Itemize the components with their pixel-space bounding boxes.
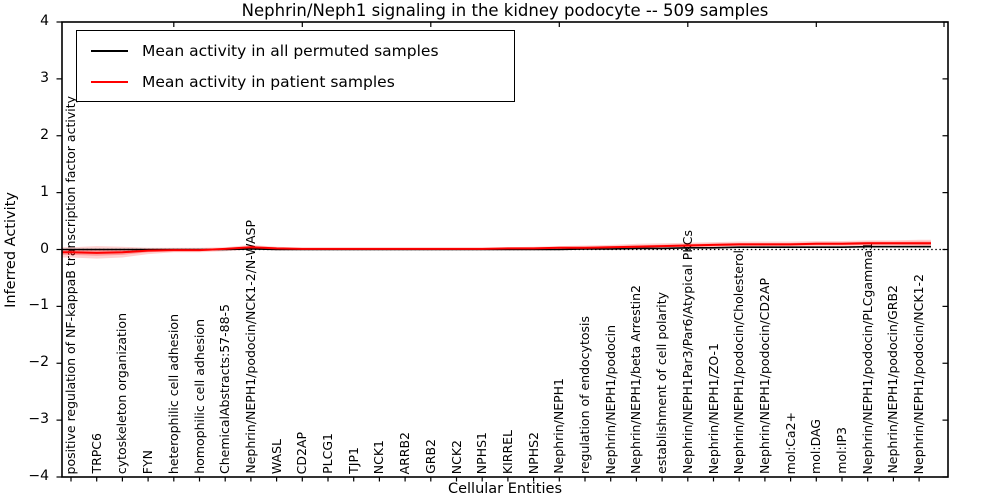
y-tick-label: 2 xyxy=(40,126,49,143)
legend-label-patient: Mean activity in patient samples xyxy=(142,72,395,91)
y-tick-label: 4 xyxy=(40,13,49,29)
y-tick-label: 0 xyxy=(40,240,49,257)
y-tick-label: −1 xyxy=(28,297,49,314)
legend-entry-patient-samples: Mean activity in patient samples xyxy=(77,66,514,97)
legend-label-permuted: Mean activity in all permuted samples xyxy=(142,41,439,60)
legend-entry-permuted-samples: Mean activity in all permuted samples xyxy=(77,35,514,66)
y-tick-label: −4 xyxy=(28,468,49,484)
patient-mean-line xyxy=(62,242,931,254)
y-tick-label: −2 xyxy=(28,354,49,371)
chart-title: Nephrin/Neph1 signaling in the kidney po… xyxy=(241,1,769,20)
legend-line-sample-patient xyxy=(91,80,128,83)
x-axis-label: Cellular Entities xyxy=(447,481,563,497)
legend-line-sample-permuted xyxy=(91,49,128,52)
legend: Mean activity in all permuted samples Me… xyxy=(76,30,515,102)
y-tick-label: −3 xyxy=(28,411,49,428)
y-tick-label: 3 xyxy=(40,69,49,86)
y-tick-label: 1 xyxy=(40,183,49,200)
